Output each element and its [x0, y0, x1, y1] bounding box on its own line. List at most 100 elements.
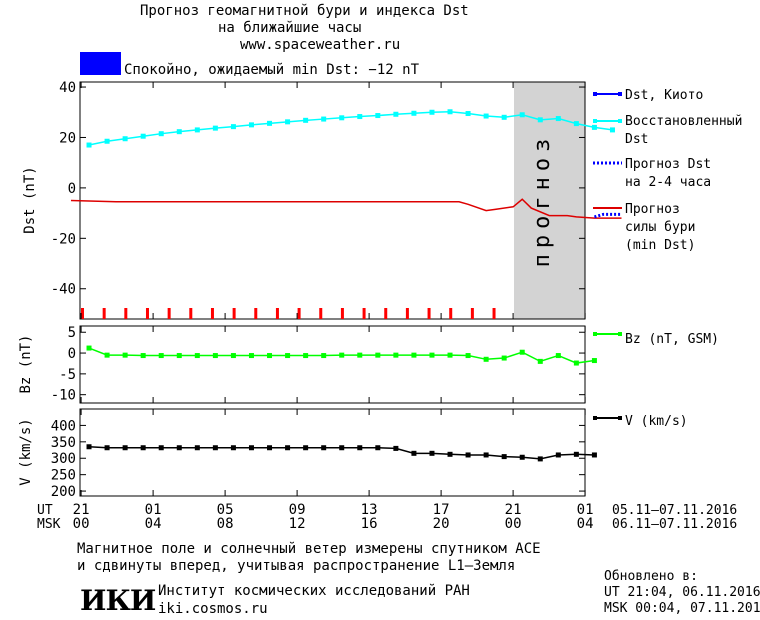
dst-point: [194, 127, 200, 133]
v-point: [321, 445, 327, 451]
v-point: [501, 454, 507, 460]
ut-tick-label: 21: [505, 502, 522, 518]
dst-point: [267, 120, 273, 126]
v-point: [212, 445, 218, 451]
dst-axis-label: Dst (nT): [22, 166, 38, 233]
storm-bar: [362, 308, 366, 319]
storm-bar: [492, 308, 496, 319]
legend-storm-strength-label-line2: силы бури: [625, 220, 695, 235]
msk-tick-label: 20: [433, 516, 450, 532]
storm-bar: [384, 308, 388, 319]
storm-bar: [449, 308, 453, 319]
msk-range: 06.11–07.11.2016: [612, 517, 737, 532]
v-ytick-label: 350: [51, 435, 76, 451]
updated-ut: UT 21:04, 06.11.2016: [604, 585, 760, 600]
bz-panel-frame: [79, 325, 586, 404]
dst-panel-frame: [79, 81, 586, 320]
dst-point: [501, 114, 507, 120]
bz-point: [104, 352, 110, 358]
v-point: [465, 452, 471, 458]
status-text: Спокойно, ожидаемый min Dst: −12 nT: [124, 62, 420, 78]
bz-point: [212, 353, 218, 359]
storm-bar: [340, 308, 344, 319]
bz-point: [86, 345, 92, 351]
legend-restored-dst: Восстановленный Dst: [593, 114, 742, 147]
time-axis: 21000104050809121316172021000104UTMSK05.…: [37, 82, 737, 532]
dst-point: [537, 117, 543, 123]
bz-point: [591, 358, 597, 364]
msk-tick-label: 04: [577, 516, 594, 532]
storm-bar: [405, 308, 409, 319]
bz-point: [447, 352, 453, 358]
dst-point: [212, 125, 218, 131]
updated-label: Обновлено в:: [604, 569, 698, 584]
bz-point: [194, 353, 200, 359]
storm-bar: [319, 308, 323, 319]
dst-point: [447, 109, 453, 115]
dst-point: [357, 114, 363, 120]
v-point: [248, 445, 254, 451]
storm-bar: [145, 308, 149, 319]
bz-point: [321, 353, 327, 359]
storm-index-bars: [81, 308, 496, 319]
dst-point: [158, 131, 164, 137]
bz-ytick-label: -5: [59, 367, 76, 383]
dst-point: [555, 116, 561, 122]
institute-url: iki.cosmos.ru: [158, 601, 268, 617]
chart-title-line1: Прогноз геомагнитной бури и индекса Dst: [140, 3, 469, 19]
dst-point: [609, 127, 615, 133]
bz-point: [393, 352, 399, 358]
v-point: [230, 445, 236, 451]
source-url: www.spaceweather.ru: [240, 37, 401, 53]
storm-bar: [102, 308, 106, 319]
dst-ytick-label: 20: [59, 130, 76, 146]
bz-point: [429, 352, 435, 358]
storm-bar: [81, 308, 84, 319]
legend-dst-forecast-label-line1: Прогноз Dst: [625, 157, 711, 172]
dst-point: [375, 113, 381, 119]
storm-bar: [210, 308, 214, 319]
v-point: [194, 445, 200, 451]
bz-point: [573, 360, 579, 366]
dst-point: [465, 111, 471, 117]
v-point: [591, 452, 597, 458]
dst-point: [339, 115, 345, 121]
bz-point: [122, 352, 128, 358]
ut-tick-label: 09: [289, 502, 306, 518]
msk-tick-label: 04: [145, 516, 162, 532]
status-color-swatch: [80, 52, 121, 75]
legend-restored-dst-label-line2: Dst: [625, 132, 648, 147]
updated-msk: MSK 00:04, 07.11.2016: [604, 601, 760, 616]
storm-bar: [275, 308, 279, 319]
legend-restored-dst-label-line1: Восстановленный: [625, 114, 742, 129]
ut-tick-label: 17: [433, 502, 450, 518]
storm-bar: [427, 308, 431, 319]
bz-ytick-label: 5: [68, 325, 76, 341]
bz-point: [465, 353, 471, 359]
legend-storm-strength: Прогноз силы бури (min Dst): [593, 202, 695, 253]
v-point: [393, 445, 399, 451]
v-ytick-label: 200: [51, 484, 76, 500]
dst-point: [303, 117, 309, 123]
v-point: [285, 445, 291, 451]
dst-series-line-2: [594, 212, 622, 219]
storm-bar: [254, 308, 258, 319]
bz-point: [303, 353, 309, 359]
dst-point: [429, 109, 435, 115]
bz-point: [483, 356, 489, 362]
dst-point: [573, 121, 579, 127]
bz-point: [140, 353, 146, 359]
v-point: [176, 445, 182, 451]
storm-bar: [124, 308, 128, 319]
ut-tick-label: 21: [73, 502, 90, 518]
dst-ytick-label: 40: [59, 80, 76, 96]
v-point: [267, 445, 273, 451]
msk-tick-label: 08: [217, 516, 234, 532]
v-point: [447, 451, 453, 457]
bz-point: [519, 349, 525, 355]
dst-point: [285, 119, 291, 125]
dst-ytick-label: -40: [51, 282, 76, 298]
msk-tick-label: 12: [289, 516, 306, 532]
